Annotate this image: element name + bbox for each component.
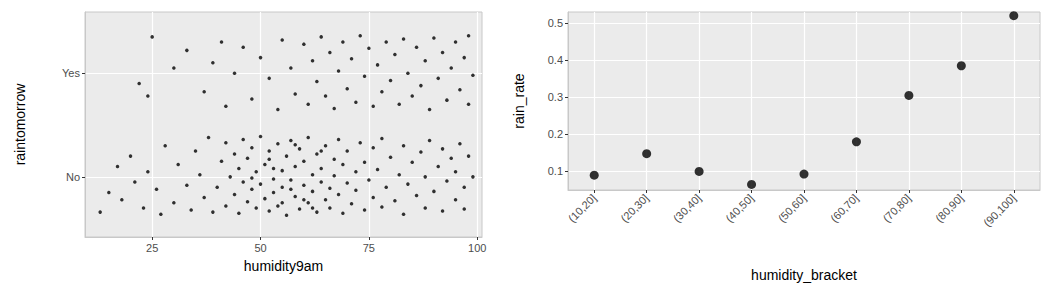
svg-text:(80,90]: (80,90] — [933, 192, 966, 225]
svg-text:0.2: 0.2 — [548, 128, 563, 140]
svg-text:25: 25 — [146, 242, 158, 254]
svg-text:(10,20]: (10,20] — [566, 192, 599, 225]
svg-text:100: 100 — [468, 242, 486, 254]
svg-text:(50,60]: (50,60] — [776, 192, 809, 225]
svg-text:0.1: 0.1 — [548, 165, 563, 177]
svg-text:(70,80]: (70,80] — [880, 192, 913, 225]
svg-text:0.4: 0.4 — [548, 54, 563, 66]
svg-text:(20,30]: (20,30] — [618, 192, 651, 225]
svg-text:humidity_bracket: humidity_bracket — [751, 267, 857, 283]
svg-text:raintomorrow: raintomorrow — [12, 83, 28, 166]
svg-text:(90,100]: (90,100] — [981, 192, 1018, 229]
svg-text:Yes: Yes — [62, 67, 80, 79]
svg-text:No: No — [66, 171, 80, 183]
svg-text:(60,70]: (60,70] — [828, 192, 861, 225]
svg-text:(30,40]: (30,40] — [671, 192, 704, 225]
svg-text:0.5: 0.5 — [548, 17, 563, 29]
svg-text:75: 75 — [363, 242, 375, 254]
svg-text:50: 50 — [254, 242, 266, 254]
svg-text:0.3: 0.3 — [548, 91, 563, 103]
svg-text:rain_rate: rain_rate — [511, 73, 527, 128]
svg-text:(40,50]: (40,50] — [723, 192, 756, 225]
svg-text:humidity9am: humidity9am — [244, 258, 323, 274]
